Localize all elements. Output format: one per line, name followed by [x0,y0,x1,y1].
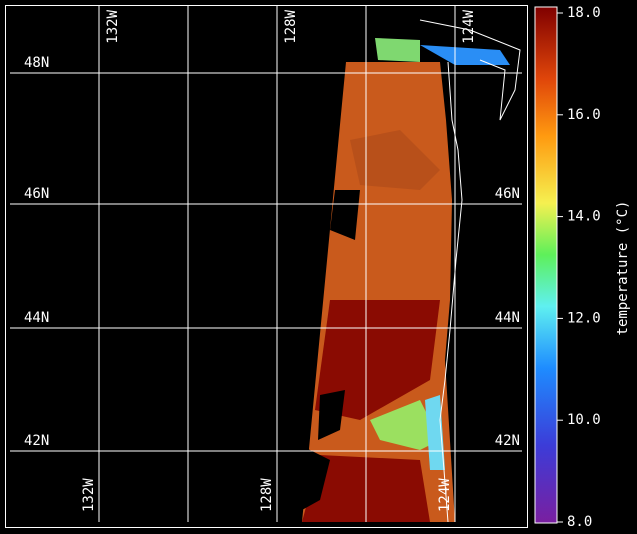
lon-label: 124W [461,9,477,43]
map-frame [5,5,528,528]
colorbar-tick-label: 8.0 [567,514,592,530]
unlabeled-graticule [187,6,367,522]
colorbar-label: temperature (°C) [615,201,631,336]
colorbar-tick-label: 14.0 [567,209,601,225]
lon-label: 128W [283,9,299,43]
lat-label: 46N [24,186,49,202]
lon-label: 132W [105,9,121,43]
colorbar-tick-label: 12.0 [567,310,601,326]
colorbar-tick-label: 18.0 [567,5,601,21]
sst-image [300,19,521,523]
lat-label: 48N [24,55,49,71]
colorbar-tick-label: 16.0 [567,107,601,123]
lon-label: 128W [259,478,275,512]
lat-label: 42N [495,433,520,449]
lat-label: 44N [495,310,520,326]
lat-label: 46N [495,186,520,202]
lat-label: 42N [24,433,49,449]
lat-label: 44N [24,310,49,326]
colorbar-tick-label: 10.0 [567,412,601,428]
lon-label: 132W [81,478,97,512]
colorbar [534,6,558,524]
lon-label: 124W [437,478,453,512]
